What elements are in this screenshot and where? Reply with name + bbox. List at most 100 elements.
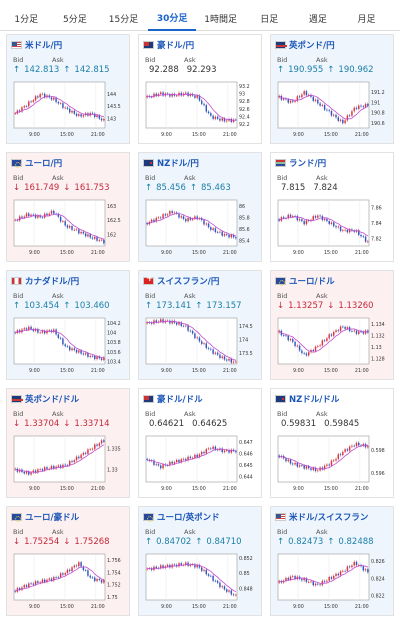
pair-card[interactable]: 米ドル/円 Bid Ask ↑ 142.813 ↑ 142.815 144 143.5 143 9:… [6,34,130,144]
candle-body [216,449,219,451]
candle-body [317,470,319,472]
tab-1[interactable]: 5分足 [63,14,87,25]
pair-card[interactable]: ユーロ/豪ドル Bid Ask ↓ 1.75254 ↓ 1.75268 1.756 1.754 1… [6,506,130,616]
pair-card[interactable]: スイスフラン/円BidAsk↑173.141↑173.157174.517417… [138,270,262,380]
pair-card[interactable]: ユーロ/英ポンド Bid Ask ↑ 0.84702 ↑ 0.84710 0.852 0.85 0… [138,506,262,616]
pair-card[interactable]: 英ポンド/円 Bid Ask ↑ 190.955 ↑ 190.962 191.2 191 190.… [270,34,394,144]
candle-body [205,449,208,454]
pair-card[interactable]: NZドル/ドル Bid Ask 0.59831 0.59845 0.598 0.596 9:0… [270,388,394,498]
pair-name[interactable]: カナダドル/円 [25,277,80,287]
candle-body [219,118,221,121]
pair-name[interactable]: 米ドル/スイスフラン [289,513,369,523]
candle-body [335,330,337,333]
pair-card[interactable]: ランド/円 Bid Ask 7.815 7.824 7.86 7.84 7.82 9:00 15:… [270,152,394,262]
candle-body [212,575,214,581]
candle-body [335,114,337,118]
pair-name[interactable]: ユーロ/英ポンド [157,513,220,523]
ask-value: 0.59845 [324,419,360,429]
tab-5[interactable]: 日足 [260,14,279,25]
price-values: ↑ 0.84702 ↑ 0.84710 [145,537,246,547]
candle-body [157,93,160,96]
candle-body [103,119,105,121]
pair-name[interactable]: 米ドル/円 [25,41,63,51]
flag-icon [143,513,154,522]
pair-name[interactable]: 英ポンド/ドル [25,395,80,405]
pair-name[interactable]: ユーロ/ドル [289,277,335,287]
candle-body [59,465,62,468]
candle-body [323,580,326,582]
candle-body [210,113,212,116]
candle-body [171,461,173,464]
pair-card[interactable]: 米ドル/スイスフラン Bid Ask ↑ 0.82473 ↑ 0.82488 0.826 0.8… [270,506,394,616]
direction-arrow: ↑ [327,65,335,75]
pair-card[interactable]: NZドル/円 Bid Ask ↑ 85.456 ↑ 85.463 86 85.8 85.6 85.4… [138,152,262,262]
candle-body [326,338,328,341]
tab-0[interactable]: 1分足 [14,14,39,25]
bid-value: 0.64621 [149,419,185,429]
candle-body [212,228,214,230]
pair-header: ランド/円 [275,157,326,169]
tab-4[interactable]: 1時間足 [204,14,238,25]
pair-name[interactable]: 英ポンド/円 [289,41,335,51]
pair-name[interactable]: NZドル/ドル [289,395,340,405]
x-tick-label: 21:00 [223,486,237,492]
tab-3[interactable]: 30分足 [147,5,197,31]
pair-name[interactable]: NZドル/円 [157,159,199,169]
timeframe-tabs: 1分足 5分足 15分足 30分足 1時間足 日足 週足 月足 [0,5,400,31]
candle-body [87,353,89,357]
pair-card[interactable]: カナダドル/円 Bid Ask ↑ 103.454 ↑ 103.460 104.2 104 103… [6,270,130,380]
pair-name[interactable]: ユーロ/円 [25,159,63,169]
x-tick-label: 21:00 [223,368,237,374]
pair-header: NZドル/円 [143,157,199,169]
candle-body [223,586,226,590]
candle-body [296,345,299,347]
candle-body [212,115,214,119]
candle-body [189,564,192,566]
pair-card[interactable]: 豪ドル/ドル Bid Ask 0.64621 0.64625 0.647 0.646 0.64… [138,388,262,498]
tab-7[interactable]: 月足 [357,14,376,25]
candle-body [203,569,205,571]
y-tick-label: 173.5 [239,351,253,357]
pair-name[interactable]: スイスフラン/円 [157,277,220,287]
candle-body [337,226,340,228]
candle-body [69,226,71,228]
ask-label: Ask [52,410,64,418]
candle-body [221,586,223,588]
candle-body [198,565,201,568]
ask-label: Ask [184,174,196,182]
candle-body [146,459,148,460]
candle-body [175,564,178,567]
pair-card[interactable]: 英ポンド/ドル Bid Ask ↓ 1.33704 ↓ 1.33714 1.335 1.33 9:… [6,388,130,498]
pair-header: ユーロ/ドル [275,275,335,287]
pair-name[interactable]: ユーロ/豪ドル [25,513,80,523]
candle-body [344,327,346,329]
candle-body [23,106,25,108]
ask-value: 1.75268 [74,537,110,547]
x-tick-label: 9:00 [161,486,172,492]
pair-card[interactable]: 豪ドル/円 Bid Ask 92.288 92.293 93.2 93 92.8 92.6 92.… [138,34,262,144]
candle-body [214,116,217,119]
pair-name[interactable]: 豪ドル/ドル [157,395,203,405]
candle-body [282,335,285,336]
direction-arrow: ↓ [63,419,71,429]
y-tick-label: 0.824 [371,576,385,582]
pair-name[interactable]: ランド/円 [289,159,327,169]
tab-2[interactable]: 15分足 [108,14,139,25]
pair-card[interactable]: ユーロ/ドル Bid Ask ↓ 1.13257 ↓ 1.13260 1.134 1.132 1.… [270,270,394,380]
candle-body [353,330,355,332]
x-tick-label: 21:00 [91,132,105,138]
candle-body [34,329,37,331]
candle-body [34,581,37,585]
candle-body [94,577,96,581]
pair-name[interactable]: 豪ドル/円 [157,41,195,51]
tab-6[interactable]: 週足 [308,14,327,25]
candle-body [228,450,230,453]
x-tick-label: 21:00 [355,250,369,256]
moving-average-line [147,448,237,466]
candle-body [235,450,237,453]
pair-card[interactable]: ユーロ/円 Bid Ask ↓ 161.749 ↓ 161.753 163 162.5 162 9:… [6,152,130,262]
candle-body [230,358,233,363]
candle-body [75,229,78,231]
ask-value: 161.753 [74,183,110,193]
bid-value: 1.13257 [288,301,324,311]
